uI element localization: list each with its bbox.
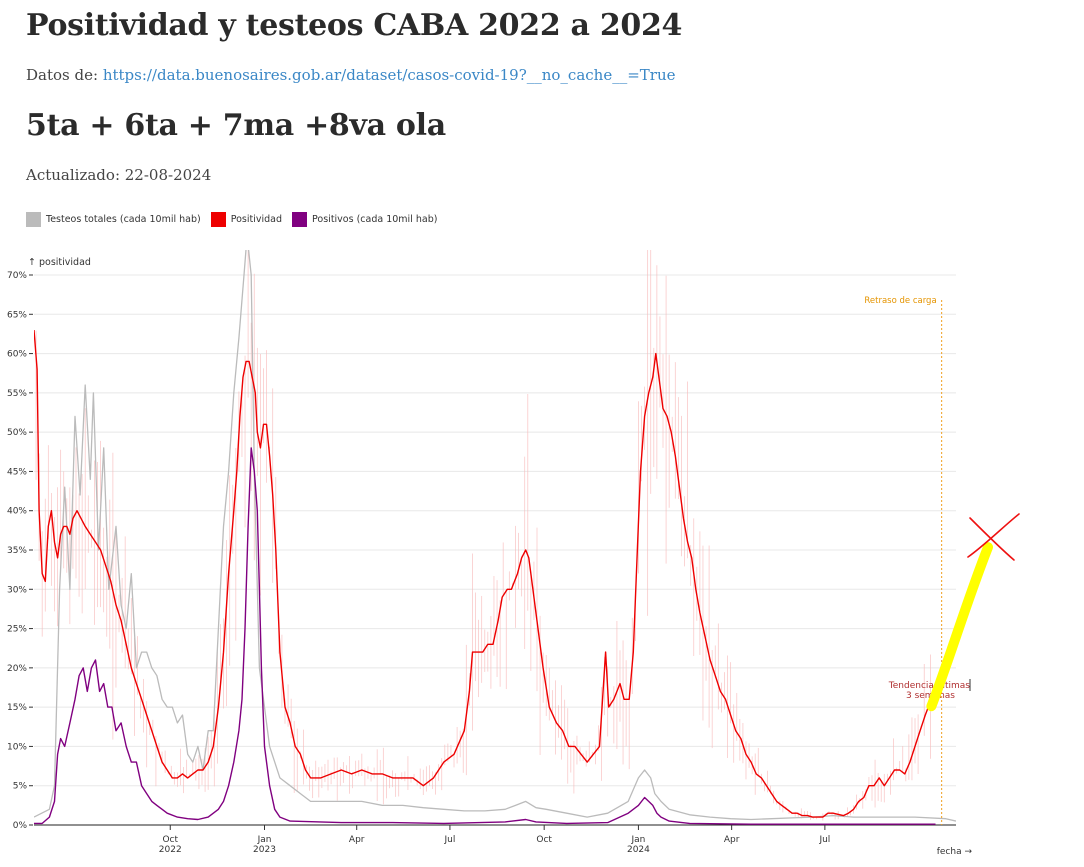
legend-label-positivos: Positivos (cada 10mil hab) [312,214,438,225]
grid-lines [34,274,956,787]
x-tick-sublabel: 2024 [627,845,650,855]
source-line: Datos de: https://data.buenosaires.gob.a… [26,66,676,84]
y-tick-label: 70% [7,271,27,281]
y-tick-label: 55% [7,389,27,399]
y-tick-label: 65% [7,310,27,320]
yellow-trend-highlight [926,542,993,712]
x-tick-sublabel: 2022 [159,845,182,855]
y-axis: 0% 5% 10% 15% 20% 25% 30% 35% 40% 45% 50% 55% 60% 65%… [7,257,91,831]
x-tick-sublabel: 2023 [253,845,276,855]
y-tick-label: 30% [7,585,27,595]
y-tick-label: 0% [13,821,28,831]
positivos-line [34,447,936,825]
positividad-line [34,329,932,818]
x-tick-label: Jul [443,835,455,845]
source-link[interactable]: https://data.buenosaires.gob.ar/dataset/… [102,66,676,84]
series-lines [34,250,956,825]
y-tick-label: 10% [7,742,27,752]
y-tick-label: 35% [7,546,27,556]
hand-drawn-overlay [926,513,1020,712]
legend-item-testeos[interactable]: Testeos totales (cada 10mil hab) [26,212,201,227]
x-axis-label: fecha → [937,847,973,857]
y-tick-label: 50% [7,428,27,438]
delay-label: Retraso de carga [864,296,936,306]
subtitle: 5ta + 6ta + 7ma +8va ola [26,108,446,143]
legend-label-testeos: Testeos totales (cada 10mil hab) [46,214,201,225]
chart-legend: Testeos totales (cada 10mil hab) Positiv… [26,212,447,227]
legend-swatch-testeos [26,212,41,227]
x-tick-label: Apr [349,835,365,845]
positividad-daily-noise [35,250,931,821]
x-tick-label: Jul [818,835,830,845]
y-tick-label: 45% [7,467,27,477]
trend-label-line1: Tendencia últimas [888,681,971,691]
legend-swatch-positividad [210,212,226,227]
legend-item-positividad[interactable]: Positividad [210,212,283,227]
y-tick-label: 5% [13,782,28,792]
source-prefix: Datos de: [26,66,99,84]
legend-item-positivos[interactable]: Positivos (cada 10mil hab) [292,212,437,227]
y-tick-label: 15% [7,703,27,713]
red-cross-stroke [967,513,1020,558]
y-tick-label: 25% [7,625,27,635]
y-tick-label: 60% [7,350,27,360]
y-tick-label: 20% [7,664,27,674]
updated-date: Actualizado: 22-08-2024 [26,166,212,184]
y-axis-label: ↑ positividad [28,257,91,268]
x-tick-label: Apr [724,835,740,845]
x-tick-label: Jan [630,835,645,845]
chart-area: 0% 5% 10% 15% 20% 25% 30% 35% 40% 45% 50% 55% 60% 65%… [7,250,1020,857]
x-tick-label: Jan [257,835,272,845]
y-tick-label: 40% [7,507,27,517]
x-tick-label: Oct [162,835,178,845]
testeos-line [34,250,956,822]
legend-label-positividad: Positividad [230,214,283,225]
x-tick-label: Oct [536,835,552,845]
legend-swatch-positivos [292,212,308,227]
page-title: Positividad y testeos CABA 2022 a 2024 [26,8,683,43]
